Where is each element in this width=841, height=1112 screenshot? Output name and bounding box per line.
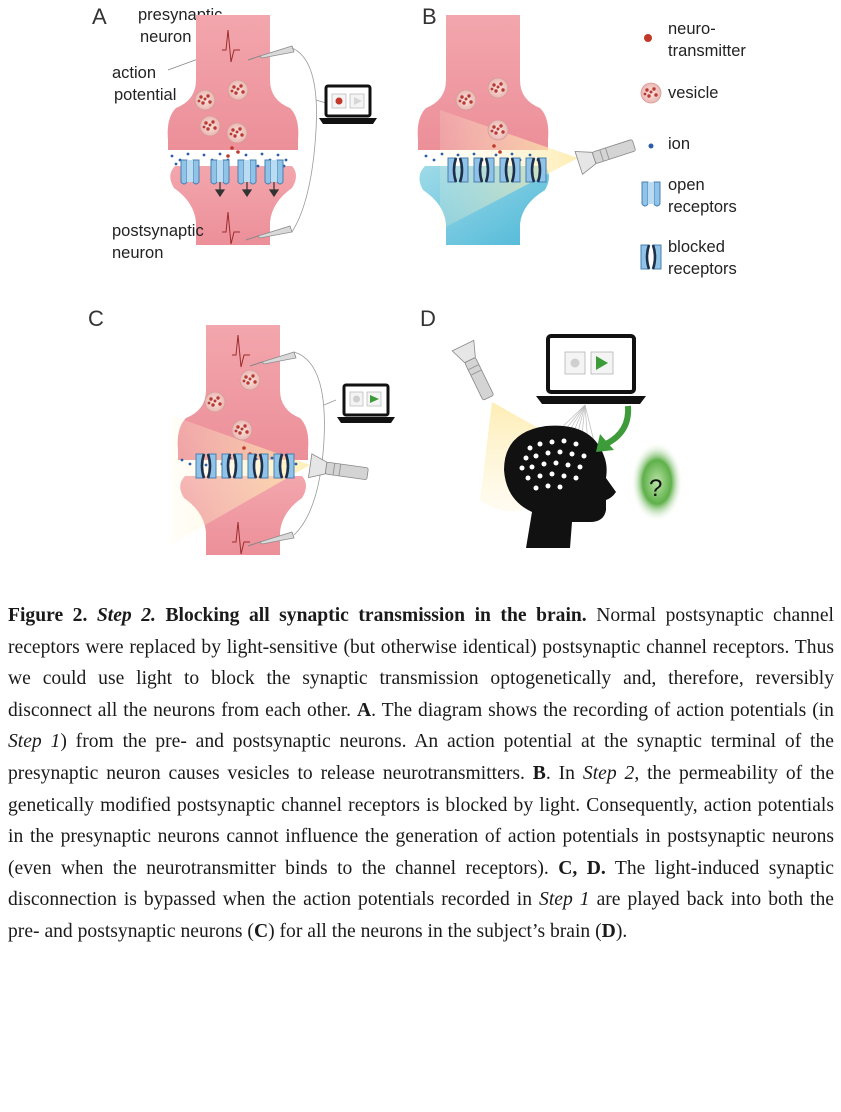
label-action-line2: potential [114, 86, 176, 104]
caption-text: ). [615, 920, 628, 942]
caption-text: are played back into both the pre- and p… [8, 889, 834, 942]
laptop-icon [536, 334, 646, 404]
panel-a: A presynaptic neuron action potential [92, 4, 379, 262]
question-mark-icon: ? [649, 475, 662, 502]
caption-step: Step 2. [96, 605, 156, 626]
caption-text: . The diagram shows the recording of act… [371, 699, 834, 721]
panel-c-letter: C [88, 306, 104, 331]
caption-text: ) from the pre- and postsynaptic neurons… [8, 731, 834, 784]
flashlight-icon [574, 133, 639, 175]
caption-step-ref: Step 1 [8, 731, 61, 753]
panel-c: C [88, 306, 397, 555]
caption-text: . In [545, 762, 575, 784]
play-icon-active [596, 356, 608, 370]
label-action-potential: action potential [112, 64, 176, 104]
light-beam-c [170, 415, 310, 545]
caption-title: Blocking all synaptic transmission in th… [165, 605, 587, 626]
legend-vesicle: vesicle [668, 84, 718, 102]
caption-ref-c: C [253, 920, 269, 942]
panel-b-letter: B [422, 4, 437, 29]
caption-ref-cd: C, D. [558, 857, 606, 879]
vesicle [455, 89, 477, 111]
legend-blocked-line2: receptors [668, 260, 737, 278]
legend-open-line1: open [668, 176, 705, 194]
label-action-line1: action [112, 64, 156, 82]
legend-blocked-receptors: blocked receptors [668, 238, 737, 278]
flashlight-icon [307, 453, 370, 487]
caption-text: , the permeability of the genetically mo… [8, 762, 835, 879]
recording-wire [291, 47, 317, 233]
action-potential-trace-pre-c [232, 334, 250, 368]
panel-d: D ? [420, 306, 683, 548]
caption-text: Normal postsynaptic channel receptors we… [8, 605, 834, 721]
figure-2-illustration: A presynaptic neuron action potential [88, 4, 746, 555]
ion-flow-arrows [214, 182, 280, 198]
blocked-receptor-icon [639, 243, 663, 271]
open-receptor [210, 159, 230, 185]
panel-a-letter: A [92, 4, 107, 29]
label-postsynaptic-line1: postsynaptic [112, 222, 204, 240]
legend: neuro- transmitter vesicle ion open rece… [639, 20, 746, 278]
open-receptor [264, 159, 284, 185]
action-potential-trace-post-c [232, 521, 250, 555]
caption-text: ) for all the neurons in the subject’s b… [268, 920, 602, 942]
neurotransmitter-icon [644, 34, 652, 42]
play-icon-active [370, 395, 379, 403]
vesicle [194, 89, 216, 111]
caption-step-ref: Step 2 [582, 762, 635, 784]
action-potential-trace-pre [222, 29, 240, 63]
released-neurotransmitters [226, 146, 240, 158]
figure-caption: Figure 2. Step 2. Blocking all synaptic … [8, 600, 834, 948]
flashlight-icon [451, 339, 500, 404]
legend-open-receptors: open receptors [668, 176, 737, 216]
brain-neurons [519, 438, 587, 491]
caption-ref-d: D [601, 920, 616, 942]
caption-ref-a: A [357, 699, 372, 721]
action-potential-trace-post [222, 211, 240, 245]
record-dot-inactive [570, 358, 580, 368]
legend-blocked-line1: blocked [668, 238, 725, 256]
record-dot-icon [335, 97, 343, 105]
vesicle [231, 419, 253, 441]
feedback-arrowhead [596, 434, 614, 452]
legend-neurotransmitter-line2: transmitter [668, 42, 746, 60]
vesicle [199, 115, 221, 137]
light-beam-b [440, 110, 578, 230]
caption-text: The light-induced synaptic disconnection… [8, 857, 835, 911]
open-receptor [237, 159, 257, 185]
laptop-icon [335, 383, 397, 425]
playback-wire [293, 351, 325, 536]
open-receptor-icon [641, 181, 661, 207]
label-presynaptic-line2: neuron [140, 28, 191, 46]
label-postsynaptic-neuron: postsynaptic neuron [112, 222, 208, 262]
legend-open-line2: receptors [668, 198, 737, 216]
label-postsynaptic-line2: neuron [112, 244, 163, 262]
panel-d-letter: D [420, 306, 436, 331]
caption-ref-b: B [532, 762, 546, 784]
caption-step-ref: Step 1 [539, 889, 590, 911]
record-dot-inactive [353, 395, 360, 403]
vesicle [239, 369, 261, 391]
vesicle [487, 77, 509, 99]
play-icon-inactive [354, 97, 362, 105]
legend-ion: ion [668, 135, 690, 153]
question-glow [631, 442, 683, 522]
legend-neurotransmitter-line1: neuro- [668, 20, 716, 38]
laptop-icon [317, 84, 379, 126]
vesicle [227, 79, 249, 101]
vesicle [487, 119, 509, 141]
vesicle-icon [640, 82, 662, 104]
released-neurotransmitters-b [492, 144, 502, 154]
legend-neurotransmitter: neuro- transmitter [668, 20, 746, 60]
feedback-arrow [604, 405, 632, 447]
ion-icon [648, 143, 654, 149]
vesicle [226, 122, 248, 144]
vesicle [204, 391, 226, 413]
panel-b: B [417, 4, 639, 245]
open-receptor [180, 159, 200, 185]
caption-figure-number: Figure 2. [8, 605, 88, 626]
